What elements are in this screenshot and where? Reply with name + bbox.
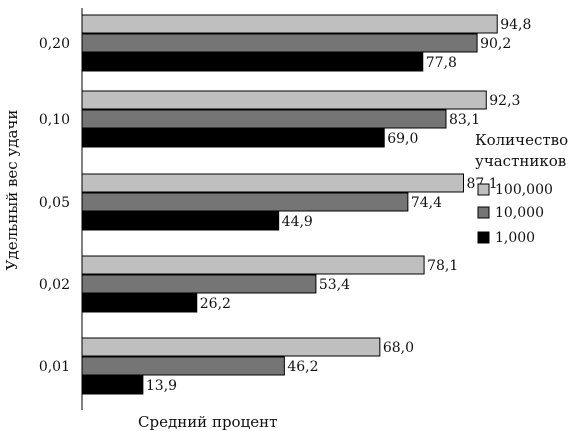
- bar-1-3: [81, 173, 464, 193]
- x-axis-title: Средний процент: [138, 413, 277, 431]
- legend-label: 1,000: [495, 230, 535, 246]
- bar-2-5: [81, 356, 285, 376]
- value-label: 74,4: [411, 195, 442, 211]
- value-label: 46,2: [287, 359, 318, 375]
- value-labels-layer: 94,890,277,892,383,169,087,174,444,978,1…: [146, 17, 532, 394]
- bar-2-3: [81, 192, 409, 212]
- value-label: 94,8: [500, 17, 531, 33]
- legend-swatch: [477, 183, 490, 196]
- bar-3-4: [81, 293, 198, 313]
- bar-3-1: [81, 52, 424, 72]
- y-tick-label: 0,20: [39, 36, 70, 52]
- bar-3-3: [81, 211, 280, 231]
- value-label: 44,9: [282, 214, 313, 230]
- legend-label: 10,000: [495, 205, 544, 221]
- value-label: 53,4: [319, 277, 350, 293]
- legend-swatch: [477, 231, 490, 244]
- bar-1-1: [81, 14, 498, 34]
- value-label: 92,3: [489, 93, 520, 109]
- value-label: 78,1: [427, 258, 458, 274]
- value-label: 69,0: [387, 131, 418, 147]
- value-label: 26,2: [200, 296, 231, 312]
- legend-title-line-1: Количество: [475, 131, 568, 149]
- bar-2-2: [81, 109, 447, 129]
- bar-2-4: [81, 274, 317, 294]
- value-label: 77,8: [426, 55, 457, 71]
- value-label: 13,9: [146, 378, 177, 394]
- value-label: 83,1: [449, 112, 480, 128]
- y-tick-label: 0,05: [39, 195, 70, 211]
- legend-title-line-2: участников: [475, 152, 566, 170]
- bar-3-2: [81, 128, 385, 148]
- y-axis-title: Удельный вес удачи: [3, 110, 21, 271]
- y-tick-label: 0,10: [39, 112, 70, 128]
- legend-label: 100,000: [495, 182, 553, 198]
- legend-items: 100,000 10,000 1,000: [477, 182, 553, 246]
- value-label: 68,0: [383, 340, 414, 356]
- value-label: 90,2: [480, 36, 511, 52]
- y-tick-label: 0,01: [39, 359, 70, 375]
- bar-1-5: [81, 337, 381, 357]
- bar-1-4: [81, 255, 425, 275]
- bar-3-5: [81, 375, 144, 395]
- legend: Количество участников 100,000 10,000 1,000: [475, 131, 568, 246]
- y-tick-labels: 0,20 0,10 0,05 0,02 0,01: [39, 36, 70, 375]
- bar-1-2: [81, 90, 487, 110]
- y-tick-label: 0,02: [39, 277, 70, 293]
- legend-swatch: [477, 206, 490, 219]
- bar-2-1: [81, 33, 478, 53]
